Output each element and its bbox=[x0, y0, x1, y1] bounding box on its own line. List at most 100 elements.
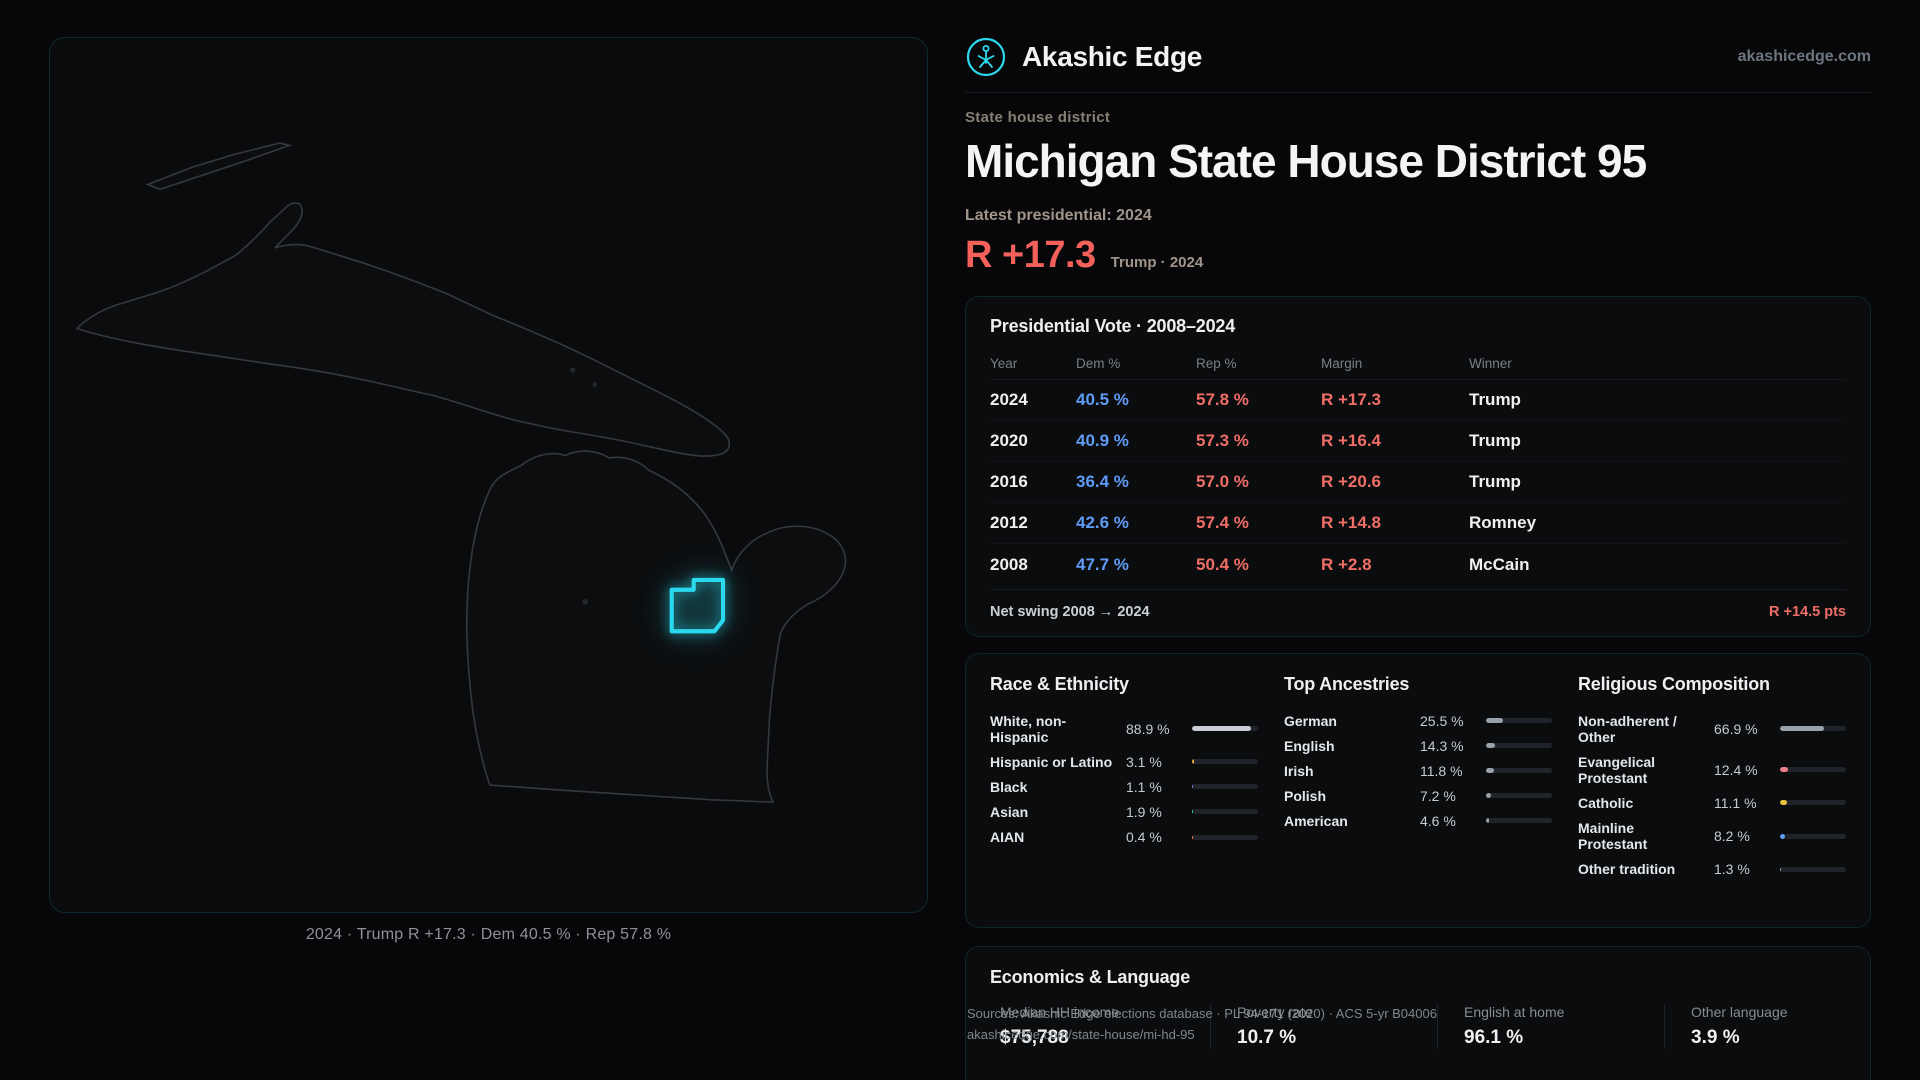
stat-bar bbox=[1486, 818, 1552, 824]
dem-cell: 42.6 % bbox=[1076, 513, 1129, 532]
table-row: 2008 47.7 % 50.4 % R +2.8 McCain bbox=[990, 544, 1846, 585]
table-header-row: Year Dem % Rep % Margin Winner bbox=[990, 348, 1846, 380]
winner-cell: Trump bbox=[1469, 390, 1521, 409]
economics-stats-row: Median HH income $75,788 Poverty rate 10… bbox=[990, 1004, 1846, 1049]
list-item: English 14.3 % bbox=[1284, 733, 1552, 758]
col-rep: Rep % bbox=[1196, 356, 1237, 371]
rep-cell: 57.4 % bbox=[1196, 513, 1249, 532]
akashic-edge-logo-icon bbox=[965, 36, 1007, 78]
headline-margin-context: Trump · 2024 bbox=[1110, 254, 1204, 271]
stat-bar bbox=[1780, 767, 1846, 773]
map-caption: 2024 · Trump R +17.3 · Dem 40.5 % · Rep … bbox=[305, 926, 672, 943]
district-map-panel bbox=[49, 37, 928, 913]
site-domain-link[interactable]: akashicedge.com bbox=[1737, 48, 1871, 65]
economics-card-title: Economics & Language bbox=[990, 967, 1191, 987]
list-item: Evangelical Protestant 12.4 % bbox=[1578, 749, 1846, 790]
stat-bar bbox=[1780, 866, 1846, 872]
year-cell: 2024 bbox=[990, 390, 1028, 409]
stat-other-language: Other language 3.9 % bbox=[1664, 1004, 1846, 1049]
margin-cell: R +20.6 bbox=[1321, 472, 1382, 491]
col-dem: Dem % bbox=[1076, 356, 1121, 371]
year-cell: 2012 bbox=[990, 513, 1028, 532]
ancestries-section-title: Top Ancestries bbox=[1284, 674, 1410, 694]
col-winner: Winner bbox=[1469, 356, 1512, 371]
stat-bar bbox=[1486, 718, 1552, 724]
detail-panel: Akashic Edge akashicedge.com State house… bbox=[965, 0, 1871, 1080]
stat-bar bbox=[1486, 768, 1552, 774]
dem-cell: 36.4 % bbox=[1076, 472, 1129, 491]
stat-bar bbox=[1192, 834, 1258, 840]
inland-lake bbox=[592, 382, 597, 387]
net-swing-row: Net swing 2008 → 2024 R +14.5 pts bbox=[990, 589, 1846, 620]
rep-cell: 50.4 % bbox=[1196, 554, 1249, 574]
rep-cell: 57.0 % bbox=[1196, 472, 1249, 491]
year-cell: 2016 bbox=[990, 472, 1028, 491]
table-row: 2024 40.5 % 57.8 % R +17.3 Trump bbox=[990, 380, 1846, 421]
list-item: Asian 1.9 % bbox=[990, 799, 1258, 824]
isle-royale-outline bbox=[145, 142, 293, 191]
stat-median-income: Median HH income $75,788 bbox=[1000, 1004, 1120, 1048]
list-item: Black 1.1 % bbox=[990, 774, 1258, 799]
stat-english-at-home: English at home 96.1 % bbox=[1437, 1004, 1664, 1049]
religion-section-title: Religious Composition bbox=[1578, 674, 1770, 694]
winner-cell: Trump bbox=[1469, 472, 1521, 491]
winner-cell: Trump bbox=[1469, 431, 1521, 450]
stat-bar bbox=[1192, 759, 1258, 765]
rep-cell: 57.8 % bbox=[1196, 390, 1249, 409]
list-item: Mainline Protestant 8.2 % bbox=[1578, 815, 1846, 856]
stat-bar bbox=[1486, 793, 1552, 799]
demographics-card: Race & Ethnicity White, non-Hispanic 88.… bbox=[965, 653, 1871, 928]
religion-section: Religious Composition Non-adherent / Oth… bbox=[1578, 674, 1846, 882]
table-row: 2020 40.9 % 57.3 % R +16.4 Trump bbox=[990, 421, 1846, 462]
col-year: Year bbox=[990, 356, 1018, 371]
header-divider bbox=[965, 92, 1871, 93]
presidential-card-title: Presidential Vote · 2008–2024 bbox=[990, 316, 1236, 336]
stat-bar bbox=[1192, 726, 1258, 732]
dem-cell: 40.5 % bbox=[1076, 390, 1129, 409]
inland-lake bbox=[582, 599, 588, 605]
dem-cell: 40.9 % bbox=[1076, 431, 1129, 450]
net-swing-value: R +14.5 pts bbox=[1769, 604, 1846, 620]
rep-cell: 57.3 % bbox=[1196, 431, 1249, 450]
district-highlight[interactable] bbox=[669, 577, 726, 634]
list-item: Hispanic or Latino 3.1 % bbox=[990, 749, 1258, 774]
margin-cell: R +14.8 bbox=[1321, 513, 1382, 532]
lower-peninsula-outline bbox=[465, 450, 847, 803]
list-item: German 25.5 % bbox=[1284, 708, 1552, 733]
stat-poverty-rate: Poverty rate 10.7 % bbox=[1210, 1004, 1437, 1049]
stat-bar bbox=[1192, 784, 1258, 790]
list-item: American 4.6 % bbox=[1284, 808, 1552, 833]
list-item: White, non-Hispanic 88.9 % bbox=[990, 708, 1258, 749]
headline-margin: R +17.3 bbox=[965, 234, 1096, 276]
permalink[interactable]: akashicedge.com/state-house/mi-hd-95 bbox=[967, 1027, 1195, 1042]
stat-bar bbox=[1486, 743, 1552, 749]
race-section-title: Race & Ethnicity bbox=[990, 674, 1129, 694]
upper-peninsula-outline bbox=[75, 202, 731, 457]
margin-cell: R +17.3 bbox=[1321, 390, 1382, 409]
presidential-vote-card: Presidential Vote · 2008–2024 Year Dem %… bbox=[965, 296, 1871, 637]
headline-margin-row: R +17.3 Trump · 2024 bbox=[965, 234, 1203, 277]
list-item: Other tradition 1.3 % bbox=[1578, 857, 1846, 882]
brand-name: Akashic Edge bbox=[1022, 41, 1203, 72]
presidential-table: Year Dem % Rep % Margin Winner 2024 40.5… bbox=[990, 348, 1846, 585]
year-cell: 2008 bbox=[990, 554, 1028, 574]
table-row: 2012 42.6 % 57.4 % R +14.8 Romney bbox=[990, 503, 1846, 544]
dem-cell: 47.7 % bbox=[1076, 554, 1129, 574]
col-margin: Margin bbox=[1321, 356, 1363, 371]
list-item: Irish 11.8 % bbox=[1284, 758, 1552, 783]
page-title: Michigan State House District 95 bbox=[965, 135, 1647, 187]
ancestries-section: Top Ancestries German 25.5 % English 14.… bbox=[1284, 674, 1552, 833]
list-item: Catholic 11.1 % bbox=[1578, 790, 1846, 815]
margin-cell: R +16.4 bbox=[1321, 431, 1382, 450]
winner-cell: McCain bbox=[1469, 554, 1530, 574]
net-swing-label: Net swing 2008 → 2024 bbox=[990, 604, 1150, 620]
stat-bar bbox=[1780, 833, 1846, 839]
winner-cell: Romney bbox=[1469, 513, 1537, 532]
latest-presidential-label: Latest presidential: 2024 bbox=[965, 207, 1152, 224]
stat-bar bbox=[1780, 726, 1846, 732]
race-ethnicity-section: Race & Ethnicity White, non-Hispanic 88.… bbox=[990, 674, 1258, 850]
list-item: AIAN 0.4 % bbox=[990, 824, 1258, 849]
site-header: Akashic Edge akashicedge.com bbox=[965, 36, 1871, 78]
margin-cell: R +2.8 bbox=[1321, 554, 1372, 574]
